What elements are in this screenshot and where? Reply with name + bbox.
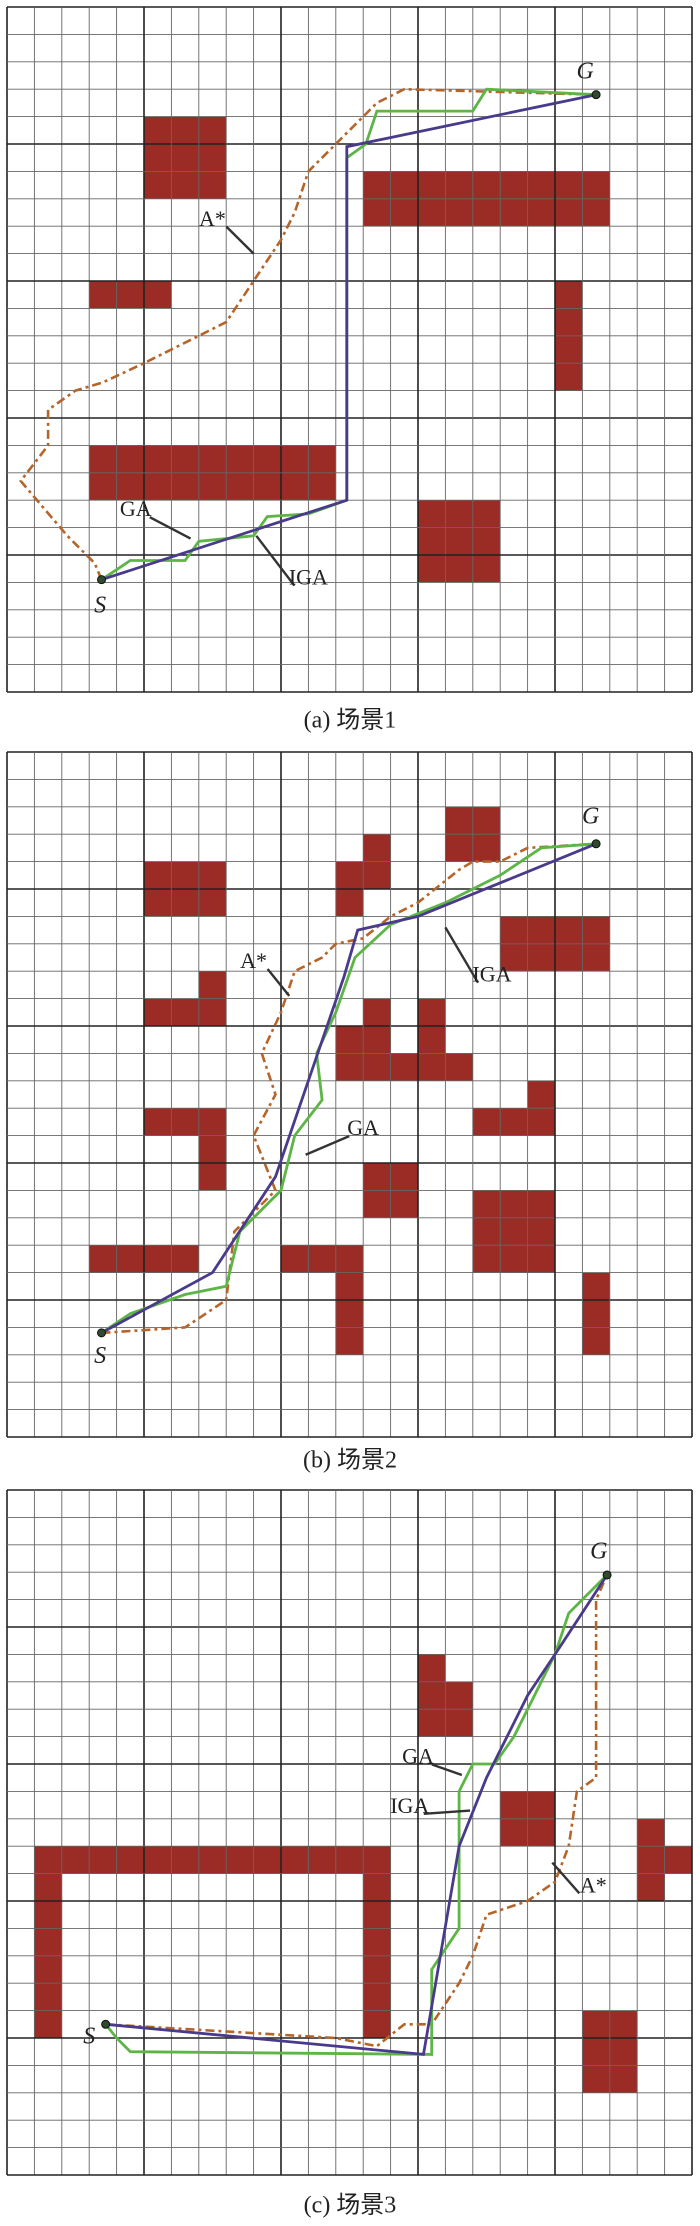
obstacle (281, 1245, 364, 1273)
obstacle (390, 1053, 473, 1081)
path-label: A* (240, 948, 267, 973)
start-label: S (83, 2024, 95, 2050)
caption: (b) 场景2 (303, 1448, 397, 1474)
obstacle (637, 1818, 665, 1901)
astar-path (105, 1574, 609, 2048)
endpoint (602, 1570, 612, 1580)
astar-path (19, 87, 597, 581)
path-label: IGA (472, 962, 511, 987)
endpoint (101, 2019, 111, 2029)
path-label: GA (402, 1744, 434, 1769)
endpoint (97, 575, 107, 585)
obstacle (418, 500, 501, 583)
obstacle (144, 116, 227, 199)
leader-line (551, 1861, 581, 1895)
obstacle (664, 1846, 692, 1874)
obstacle (582, 1272, 610, 1355)
scenario-panel: A* GA IGA S G (a) 场景1 (6, 6, 693, 734)
iga-path (100, 842, 597, 1335)
endpoint (591, 90, 601, 100)
start-label: S (94, 1343, 106, 1369)
goal-label: G (582, 803, 599, 829)
obstacle (472, 1108, 555, 1136)
obstacle (198, 971, 227, 999)
leader-line (255, 535, 296, 587)
obstacle (363, 998, 391, 1026)
leader-line (431, 1763, 463, 1777)
path-label: A* (199, 206, 226, 231)
iga-path (105, 1574, 609, 2056)
caption: (c) 场景3 (304, 2193, 397, 2219)
goal-label: G (576, 58, 593, 84)
astar-path (101, 842, 597, 1335)
obstacle (363, 834, 391, 862)
endpoint (591, 839, 601, 849)
leader-line (305, 1135, 350, 1156)
endpoint (97, 1328, 107, 1338)
goal-label: G (590, 1539, 607, 1565)
obstacle (144, 998, 227, 1026)
leader-line (423, 1809, 471, 1816)
obstacle (335, 1272, 364, 1355)
obstacle (418, 1654, 446, 1737)
ga-path (100, 842, 597, 1335)
path-label: IGA (390, 1793, 429, 1818)
scenario-panel: A* IGA GA S G (b) 场景2 (6, 751, 693, 1474)
obstacle (89, 281, 172, 309)
obstacle (34, 1846, 391, 1874)
leader-line (444, 926, 480, 984)
leader-line (225, 225, 255, 255)
caption: (a) 场景1 (304, 708, 397, 734)
leader-line (149, 516, 192, 540)
path-label: A* (580, 1872, 607, 1897)
obstacle (472, 1190, 555, 1273)
path-label: IGA (289, 565, 328, 590)
leader-line (266, 968, 291, 997)
path-label: GA (347, 1115, 379, 1140)
obstacle (144, 1108, 227, 1136)
path-label: GA (120, 496, 152, 521)
scenario-panel: GA IGA A* S G (c) 场景3 (6, 1489, 693, 2219)
start-label: S (94, 593, 106, 619)
iga-path (101, 93, 597, 582)
obstacle (335, 889, 364, 917)
